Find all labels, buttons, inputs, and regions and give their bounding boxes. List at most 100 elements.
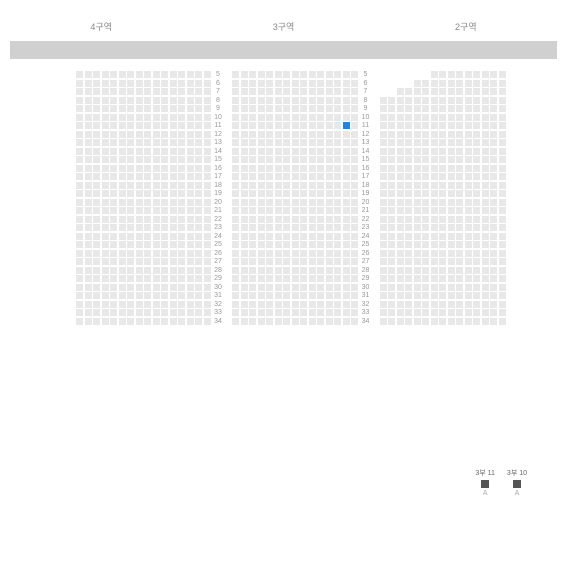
seat[interactable]: [110, 309, 117, 316]
seat[interactable]: [110, 97, 117, 104]
seat[interactable]: [283, 199, 290, 206]
seat[interactable]: [178, 275, 185, 282]
seat[interactable]: [85, 199, 92, 206]
seat[interactable]: [258, 250, 265, 257]
seat[interactable]: [431, 207, 438, 214]
seat[interactable]: [473, 139, 480, 146]
seat[interactable]: [343, 224, 350, 231]
seat[interactable]: [119, 258, 126, 265]
seat[interactable]: [110, 318, 117, 325]
seat[interactable]: [127, 267, 134, 274]
seat[interactable]: [85, 114, 92, 121]
seat[interactable]: [127, 224, 134, 231]
seat[interactable]: [292, 207, 299, 214]
seat[interactable]: [283, 122, 290, 129]
seat[interactable]: [414, 284, 421, 291]
seat[interactable]: [309, 190, 316, 197]
seat[interactable]: [136, 139, 143, 146]
seat[interactable]: [431, 199, 438, 206]
seat[interactable]: [275, 309, 282, 316]
seat[interactable]: [499, 250, 506, 257]
seat[interactable]: [195, 80, 202, 87]
seat[interactable]: [283, 275, 290, 282]
seat[interactable]: [343, 207, 350, 214]
seat[interactable]: [465, 131, 472, 138]
seat[interactable]: [414, 292, 421, 299]
seat[interactable]: [499, 318, 506, 325]
seat[interactable]: [351, 122, 358, 129]
seat[interactable]: [465, 233, 472, 240]
seat[interactable]: [439, 139, 446, 146]
seat[interactable]: [499, 156, 506, 163]
seat[interactable]: [241, 292, 248, 299]
seat[interactable]: [170, 182, 177, 189]
seat[interactable]: [448, 284, 455, 291]
seat[interactable]: [76, 190, 83, 197]
seat[interactable]: [76, 173, 83, 180]
seat[interactable]: [380, 241, 387, 248]
seat[interactable]: [465, 250, 472, 257]
seat[interactable]: [482, 258, 489, 265]
seat[interactable]: [161, 122, 168, 129]
seat[interactable]: [93, 216, 100, 223]
seat[interactable]: [110, 71, 117, 78]
seat[interactable]: [204, 182, 211, 189]
seat[interactable]: [153, 275, 160, 282]
seat[interactable]: [93, 105, 100, 112]
seat[interactable]: [102, 301, 109, 308]
seat[interactable]: [266, 114, 273, 121]
seat[interactable]: [249, 258, 256, 265]
seat[interactable]: [249, 97, 256, 104]
seat[interactable]: [266, 250, 273, 257]
seat[interactable]: [482, 199, 489, 206]
seat[interactable]: [187, 284, 194, 291]
seat[interactable]: [119, 309, 126, 316]
seat[interactable]: [439, 233, 446, 240]
seat[interactable]: [326, 114, 333, 121]
seat[interactable]: [473, 97, 480, 104]
seat[interactable]: [334, 241, 341, 248]
seat[interactable]: [300, 80, 307, 87]
seat[interactable]: [388, 182, 395, 189]
seat[interactable]: [187, 301, 194, 308]
seat[interactable]: [178, 216, 185, 223]
seat[interactable]: [241, 233, 248, 240]
seat[interactable]: [76, 139, 83, 146]
seat[interactable]: [127, 139, 134, 146]
seat[interactable]: [275, 216, 282, 223]
seat[interactable]: [465, 275, 472, 282]
seat[interactable]: [482, 165, 489, 172]
seat[interactable]: [499, 224, 506, 231]
seat[interactable]: [283, 258, 290, 265]
seat[interactable]: [405, 156, 412, 163]
seat[interactable]: [93, 182, 100, 189]
seat[interactable]: [204, 80, 211, 87]
seat[interactable]: [204, 173, 211, 180]
seat[interactable]: [275, 292, 282, 299]
seat[interactable]: [275, 258, 282, 265]
seat[interactable]: [178, 318, 185, 325]
seat[interactable]: [473, 199, 480, 206]
seat[interactable]: [266, 233, 273, 240]
seat[interactable]: [300, 318, 307, 325]
seat[interactable]: [266, 267, 273, 274]
seat[interactable]: [249, 80, 256, 87]
seat[interactable]: [195, 241, 202, 248]
seat[interactable]: [102, 80, 109, 87]
seat[interactable]: [204, 224, 211, 231]
seat[interactable]: [266, 148, 273, 155]
seat[interactable]: [317, 105, 324, 112]
seat[interactable]: [397, 207, 404, 214]
seat[interactable]: [283, 80, 290, 87]
seat[interactable]: [326, 275, 333, 282]
seat[interactable]: [309, 165, 316, 172]
seat[interactable]: [456, 233, 463, 240]
seat[interactable]: [161, 267, 168, 274]
seat[interactable]: [317, 224, 324, 231]
seat[interactable]: [414, 182, 421, 189]
seat[interactable]: [405, 233, 412, 240]
seat[interactable]: [232, 258, 239, 265]
seat[interactable]: [258, 148, 265, 155]
seat[interactable]: [351, 284, 358, 291]
seat[interactable]: [258, 207, 265, 214]
